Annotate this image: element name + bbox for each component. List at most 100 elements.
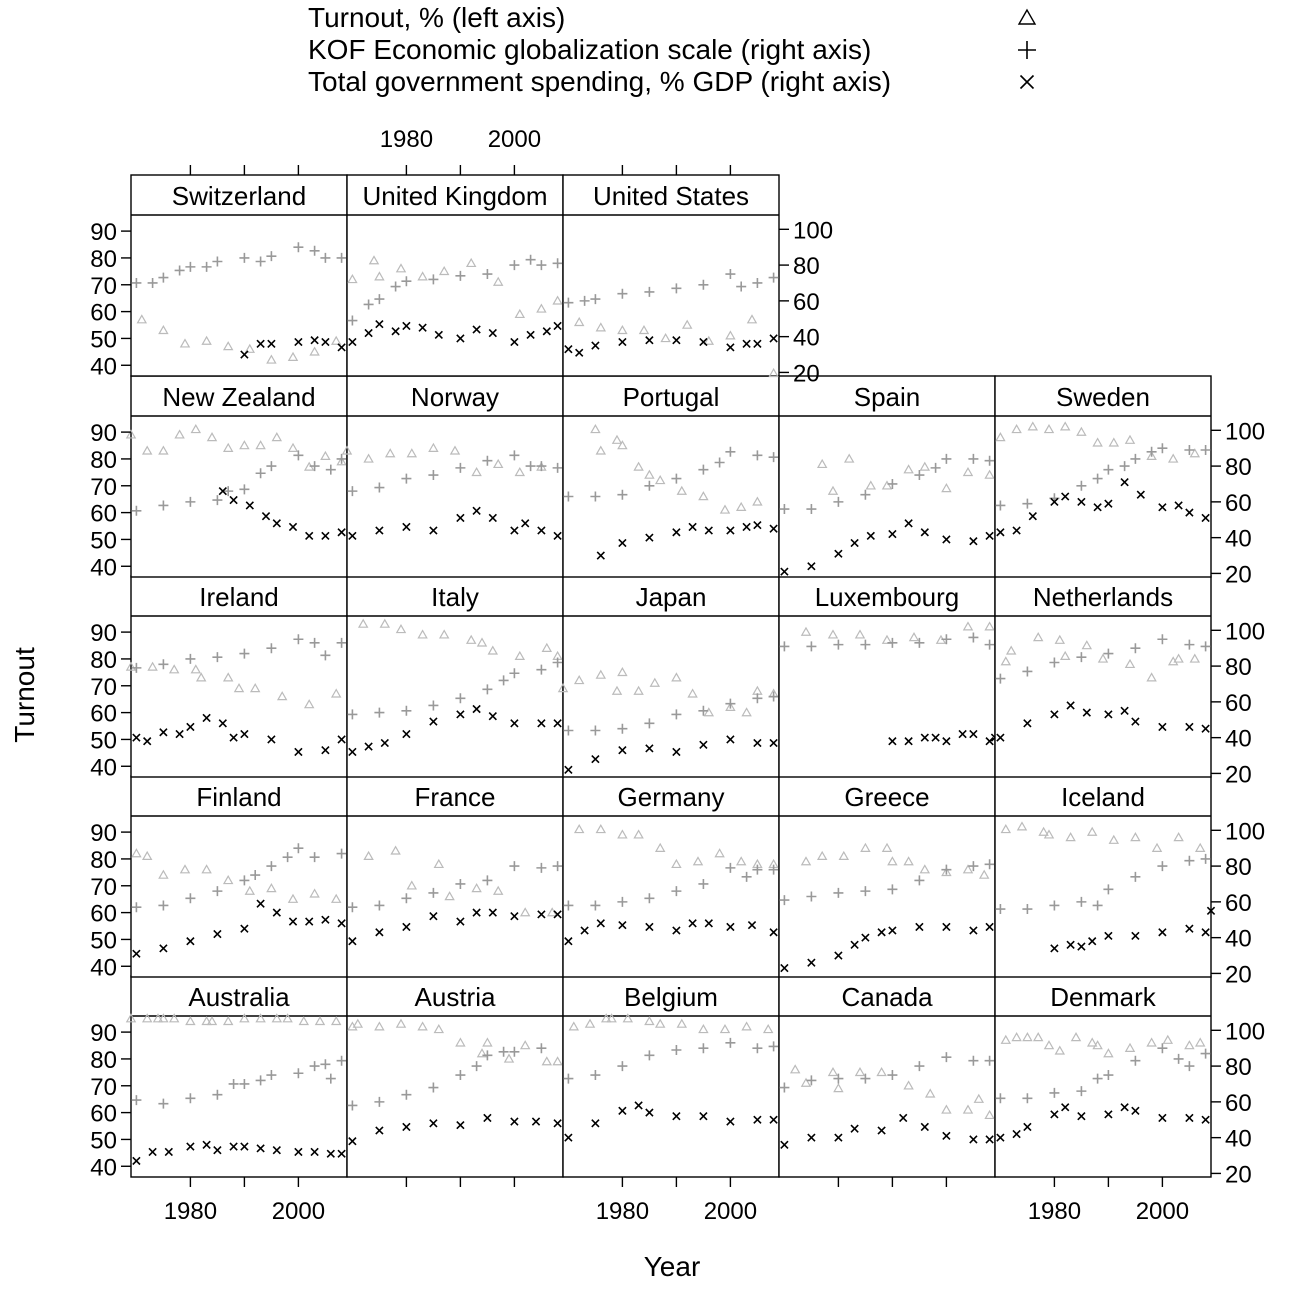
spending-point (596, 551, 605, 560)
turnout-point (1146, 672, 1157, 682)
legend-symbol-turnout (1017, 8, 1037, 25)
turnout-point (1124, 1042, 1136, 1052)
turnout-point (195, 672, 207, 682)
spending-point (688, 522, 697, 532)
turnout-point (725, 701, 736, 711)
turnout-point (282, 1013, 293, 1023)
turnout-point (395, 263, 407, 273)
kof-point (509, 260, 520, 271)
turnout-point (941, 1104, 952, 1114)
turnout-point (201, 335, 212, 345)
turnout-point (1016, 821, 1028, 831)
turnout-point (465, 634, 477, 644)
turnout-point (158, 1013, 169, 1023)
spending-point (877, 1126, 886, 1135)
turnout-point (125, 661, 137, 671)
turnout-point (417, 271, 428, 281)
panel-belgium: Belgium (562, 975, 780, 1178)
spending-point (1120, 1103, 1129, 1112)
spending-point (488, 328, 497, 338)
turnout-point (595, 824, 607, 834)
turnout-point (1146, 450, 1157, 460)
turnout-point (908, 632, 920, 642)
right-axis-tick-label: 100 (1225, 618, 1265, 645)
spending-point (688, 919, 697, 928)
kof-point (374, 482, 385, 493)
turnout-point (239, 1013, 250, 1023)
kof-point (239, 252, 250, 263)
kof-point (1022, 498, 1033, 509)
turnout-point (519, 1040, 531, 1050)
turnout-point (833, 1083, 844, 1093)
turnout-point (1103, 1048, 1114, 1058)
spending-point (305, 531, 314, 541)
spending-point (1012, 526, 1021, 535)
x-axis-tick-label: 1980 (596, 1198, 649, 1225)
spending-point (591, 1119, 600, 1128)
panel-sweden: Sweden (994, 375, 1212, 578)
kof-point (147, 277, 158, 288)
panel-frame (346, 775, 564, 978)
kof-point (779, 641, 790, 652)
spending-point (645, 336, 654, 345)
right-axis-tick-label: 20 (1225, 961, 1252, 988)
kof-point (752, 277, 763, 288)
panel-frame (130, 375, 348, 578)
spending-point (861, 933, 870, 942)
turnout-point (654, 474, 666, 485)
turnout-point (919, 461, 931, 471)
spending-point (429, 526, 438, 535)
turnout-point (719, 504, 731, 514)
panel-new-zealand: New Zealand (125, 375, 348, 578)
kof-point (725, 1037, 736, 1048)
turnout-point (1194, 1037, 1206, 1047)
spending-point (699, 1112, 708, 1121)
turnout-point (941, 866, 952, 877)
panel-title: New Zealand (162, 382, 315, 412)
spending-point (175, 729, 184, 739)
spending-point (780, 963, 789, 973)
turnout-point (1130, 832, 1141, 842)
turnout-point (876, 1066, 887, 1077)
spending-point (1012, 1129, 1021, 1139)
spending-point (553, 531, 562, 541)
left-axis-tick-label: 60 (90, 1101, 117, 1128)
turnout-point (406, 448, 418, 458)
left-axis-tick-label: 60 (90, 901, 117, 928)
left-axis-tick-label: 80 (90, 647, 117, 674)
kof-point (482, 1050, 493, 1061)
turnout-point (735, 856, 747, 866)
kof-point (185, 1093, 196, 1104)
spending-point (618, 1106, 627, 1115)
spending-point (920, 528, 929, 537)
turnout-point (255, 440, 266, 450)
turnout-point (681, 319, 693, 329)
turnout-point (1108, 834, 1120, 844)
kof-point (1130, 1055, 1141, 1066)
kof-point (752, 693, 763, 704)
turnout-point (303, 699, 315, 709)
turnout-point (881, 842, 893, 852)
spending-point (537, 526, 546, 535)
turnout-point (741, 707, 752, 717)
kof-point (536, 461, 547, 472)
left-axis-tick-label: 70 (90, 674, 117, 701)
kof-point (984, 859, 995, 870)
turnout-point (1043, 1040, 1055, 1050)
panel-title: Greece (844, 782, 929, 812)
spending-point (942, 535, 951, 544)
kof-point (968, 1055, 979, 1066)
kof-point (768, 272, 779, 283)
turnout-point (633, 685, 644, 695)
kof-point (563, 1073, 574, 1084)
panel-canada: Canada (778, 975, 996, 1178)
turnout-point (1092, 437, 1103, 447)
spending-point (537, 719, 546, 728)
kof-point (779, 1082, 790, 1093)
panel-finland: Finland (130, 775, 348, 978)
left-axis-tick-label: 90 (90, 620, 117, 647)
right-axis-tick-label: 20 (1225, 761, 1252, 788)
turnout-point (541, 1056, 553, 1066)
right-axis-tick-label: 40 (1225, 726, 1252, 753)
panel-title: United Kingdom (363, 181, 548, 211)
